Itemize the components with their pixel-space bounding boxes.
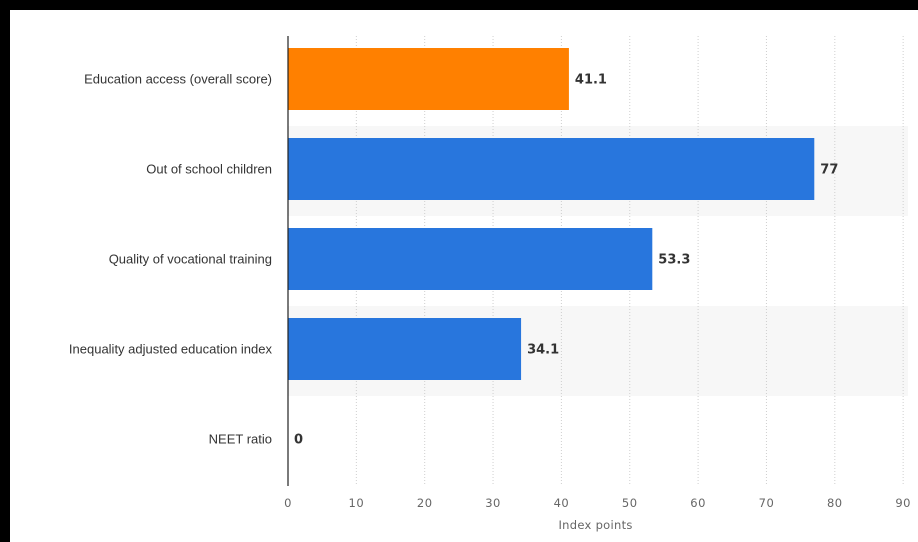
x-tick-label: 50 xyxy=(622,496,638,510)
x-tick-labels: 0 10 20 30 40 50 60 70 80 90 xyxy=(284,496,911,510)
x-tick-label: 30 xyxy=(485,496,501,510)
x-tick-label: 10 xyxy=(349,496,365,510)
x-axis-title: Index points xyxy=(558,518,632,532)
bars xyxy=(288,48,815,380)
category-label: Out of school children xyxy=(146,162,272,177)
category-labels: Education access (overall score) Out of s… xyxy=(69,72,273,447)
bar[interactable] xyxy=(288,138,815,200)
value-label: 53.3 xyxy=(658,253,690,268)
bar[interactable] xyxy=(288,48,569,110)
x-tick-label: 20 xyxy=(417,496,433,510)
value-label: 34.1 xyxy=(527,343,559,358)
bar[interactable] xyxy=(288,228,653,290)
x-tick-label: 0 xyxy=(284,496,292,510)
value-label: 0 xyxy=(294,433,303,448)
bar[interactable] xyxy=(288,318,522,380)
value-labels: 41.1 77 53.3 34.1 0 xyxy=(294,73,838,448)
category-label: Education access (overall score) xyxy=(84,72,272,87)
x-tick-label: 60 xyxy=(690,496,706,510)
x-tick-label: 90 xyxy=(895,496,911,510)
category-label: Inequality adjusted education index xyxy=(69,342,273,357)
x-tick-label: 70 xyxy=(759,496,775,510)
value-label: 41.1 xyxy=(575,73,607,88)
category-label: NEET ratio xyxy=(209,432,272,447)
category-label: Quality of vocational training xyxy=(109,252,272,267)
x-tick-label: 80 xyxy=(827,496,843,510)
value-label: 77 xyxy=(820,163,838,178)
x-tick-label: 40 xyxy=(554,496,570,510)
